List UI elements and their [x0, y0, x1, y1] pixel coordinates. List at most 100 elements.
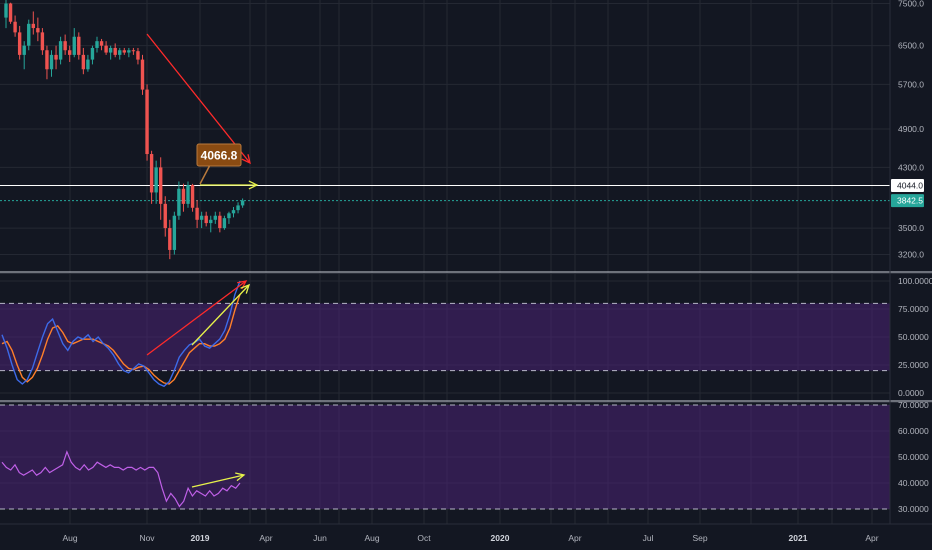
candle-body — [113, 47, 117, 55]
x-tick-label: Sep — [692, 533, 707, 543]
y-tick-label: 3200.0 — [898, 250, 924, 260]
y-tick-label: 3500.0 — [898, 223, 924, 233]
candle-body — [236, 205, 240, 211]
candle-body — [213, 215, 217, 220]
x-tick-label: Aug — [62, 533, 77, 543]
y-tick-label: 40.0000 — [898, 478, 929, 488]
stoch-line — [1, 294, 241, 385]
callout-pointer — [199, 164, 211, 185]
x-tick-label: Oct — [417, 533, 431, 543]
horizontal-lines — [0, 185, 890, 202]
candle-body — [45, 50, 49, 70]
y-tick-label: 70.0000 — [898, 400, 929, 410]
price-axis[interactable]: 7500.0 6500.0 5700.0 4900.0 4300.0 3500.0 3200… — [891, 0, 932, 514]
price-label: 3842.5 — [897, 196, 923, 206]
y-tick-label: 100.0000 — [898, 276, 932, 286]
candle-body — [122, 50, 126, 53]
trend-arrows — [146, 33, 259, 488]
candle-body — [222, 218, 227, 229]
candle-body — [49, 54, 54, 70]
y-tick-label: 4300.0 — [898, 162, 924, 172]
candle-body — [31, 23, 35, 29]
candle-body — [54, 54, 58, 60]
candle-body — [159, 167, 163, 204]
time-axis[interactable]: Aug Nov 2019 Apr Jun Aug Oct 2020 Apr Jul Sep 2021 A… — [62, 533, 878, 543]
candle-body — [240, 200, 245, 206]
candle-body — [136, 51, 140, 60]
callout-box — [196, 143, 242, 167]
trend-arrow-red — [146, 33, 251, 164]
y-tick-label: 50.0000 — [898, 452, 929, 462]
x-tick-label: 2021 — [789, 533, 808, 543]
candle-body — [131, 50, 136, 52]
candle-body — [99, 41, 104, 46]
y-tick-label: 0.0000 — [898, 388, 924, 398]
candle-body — [209, 219, 213, 224]
candle-body — [163, 203, 167, 229]
trend-arrow-red-head — [241, 154, 251, 165]
band-fill — [0, 303, 890, 371]
candle-body — [227, 213, 231, 219]
x-tick-label: Apr — [865, 533, 878, 543]
indicator-lines — [1, 280, 241, 508]
rsi-arrow-yellow-head — [235, 472, 246, 482]
candle-body — [145, 89, 149, 155]
candle-body — [27, 23, 31, 46]
candles — [4, 0, 245, 260]
candle-body — [186, 185, 190, 204]
callout-value: 4066.8 — [201, 149, 238, 163]
candle-body — [140, 59, 145, 90]
y-tick-label: 5700.0 — [898, 79, 924, 89]
pane-separators — [0, 0, 932, 525]
candle-body — [58, 41, 63, 60]
candle-body — [77, 36, 81, 55]
candle-body — [204, 215, 208, 224]
stoch-arrow-red-head — [237, 280, 248, 290]
x-tick-label: 2020 — [491, 533, 510, 543]
stoch-arrow-red — [146, 280, 247, 356]
y-tick-label: 75.0000 — [898, 304, 929, 314]
candle-body — [81, 54, 86, 70]
candle-body — [181, 188, 186, 204]
candle-body — [36, 28, 40, 33]
x-tick-label: Apr — [259, 533, 272, 543]
candle-body — [90, 47, 95, 60]
y-tick-label: 7500.0 — [898, 0, 924, 9]
rsi-arrow-yellow — [191, 474, 245, 488]
level-arrow-yellow-head — [248, 180, 259, 190]
candle-body — [218, 215, 222, 229]
stoch-arrow-yellow — [191, 284, 250, 346]
stoch-arrow-yellow-head — [240, 283, 251, 294]
x-tick-label: Aug — [364, 533, 379, 543]
x-tick-label: Jun — [313, 533, 327, 543]
price-label-box — [891, 179, 924, 193]
candle-body — [68, 50, 72, 55]
candle-body — [118, 50, 122, 55]
candle-body — [199, 215, 204, 220]
candle-body — [86, 59, 90, 70]
candle-body — [190, 185, 195, 208]
candle-body — [154, 167, 158, 193]
candle-body — [231, 210, 236, 214]
y-tick-label: 30.0000 — [898, 504, 929, 514]
y-tick-label: 6500.0 — [898, 41, 924, 51]
x-tick-label: 2019 — [191, 533, 210, 543]
x-tick-label: Apr — [568, 533, 581, 543]
price-label-box — [891, 194, 924, 208]
band-fill — [0, 405, 890, 509]
candle-body — [95, 41, 99, 48]
candle-body — [72, 36, 76, 55]
candle-body — [63, 41, 67, 51]
y-tick-label: 4900.0 — [898, 124, 924, 134]
rsi-line — [1, 450, 241, 508]
oscillator-bands — [0, 302, 890, 510]
candle-body — [108, 47, 113, 53]
candle-body — [40, 32, 45, 51]
stoch-line — [1, 280, 241, 388]
candle-body — [8, 3, 13, 22]
candle-body — [13, 21, 17, 33]
candle-body — [127, 50, 131, 53]
candle-body — [172, 215, 177, 250]
y-tick-label: 25.0000 — [898, 360, 929, 370]
